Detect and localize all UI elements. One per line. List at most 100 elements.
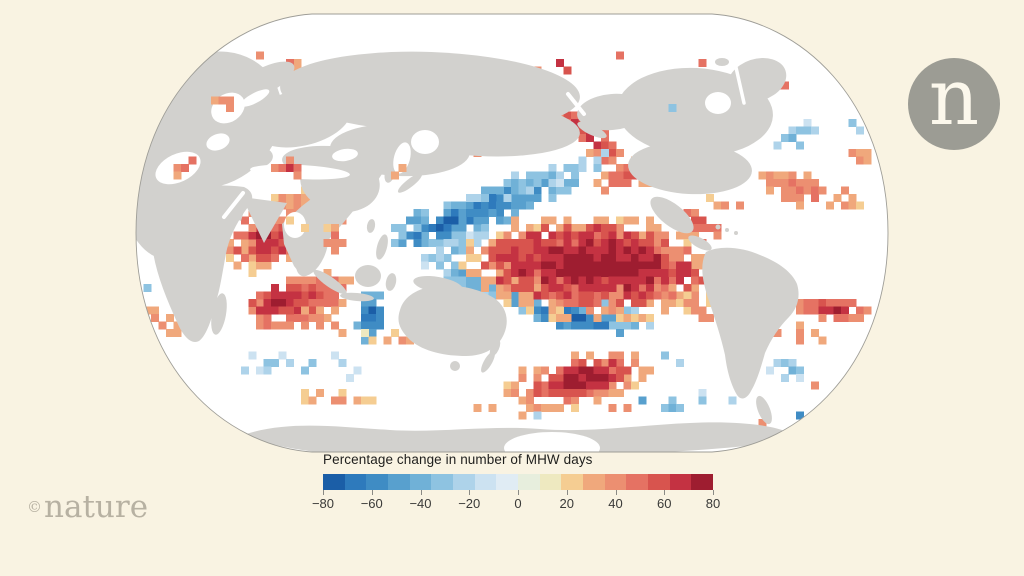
- heatmap-cell: [796, 194, 804, 202]
- heatmap-cell: [256, 246, 264, 255]
- heatmap-cell: [488, 276, 497, 285]
- heatmap-cell: [616, 239, 624, 247]
- heatmap-cell: [623, 216, 632, 225]
- heatmap-cell: [586, 351, 594, 360]
- heatmap-cell: [451, 261, 459, 270]
- heatmap-cell: [593, 396, 602, 405]
- legend-tick-label: 0: [514, 496, 522, 511]
- heatmap-cell: [796, 141, 804, 150]
- heatmap-cell: [691, 284, 699, 292]
- heatmap-cell: [548, 186, 557, 195]
- heatmap-cell: [503, 261, 512, 270]
- heatmap-cell: [548, 291, 557, 300]
- heatmap-cell: [496, 239, 504, 247]
- heatmap-cell: [631, 284, 639, 292]
- heatmap-cell: [308, 291, 317, 300]
- nature-watermark: © nature: [27, 489, 148, 525]
- heatmap-cell: [826, 299, 834, 307]
- heatmap-cell: [578, 164, 587, 172]
- heatmap-cell: [308, 314, 317, 322]
- heatmap-cell: [571, 171, 579, 180]
- heatmap-cell: [683, 284, 692, 292]
- heatmap-cell: [331, 306, 339, 315]
- heatmap-cell: [338, 396, 347, 405]
- heatmap-cell: [623, 314, 632, 322]
- heatmap-cell: [563, 389, 572, 397]
- heatmap-cell: [638, 276, 647, 285]
- heatmap-cell: [668, 404, 677, 412]
- heatmap-cell: [841, 314, 849, 322]
- heatmap-cell: [563, 314, 572, 322]
- sea-bering-strait: [566, 92, 586, 116]
- heatmap-cell: [286, 209, 294, 217]
- heatmap-cell: [796, 306, 804, 315]
- heatmap-cell: [616, 149, 624, 157]
- heatmap-cell: [608, 359, 617, 367]
- heatmap-cell: [601, 126, 609, 135]
- heatmap-cell: [818, 306, 827, 315]
- heatmap-cell: [301, 314, 309, 322]
- heatmap-cell: [623, 254, 632, 262]
- heatmap-cell: [631, 321, 639, 330]
- heatmap-cells-overlay: [173, 96, 677, 255]
- heatmap-cell: [541, 269, 549, 277]
- heatmap-cell: [646, 239, 654, 247]
- heatmap-cell: [646, 284, 654, 292]
- heatmap-cell: [616, 359, 624, 367]
- heatmap-cell: [796, 126, 804, 135]
- heatmap-cell: [796, 411, 804, 420]
- legend-color-segment: [409, 474, 432, 490]
- heatmap-cell: [496, 284, 504, 292]
- heatmap-cell: [541, 366, 549, 375]
- heatmap-cell: [323, 291, 332, 300]
- heatmap-cell: [571, 321, 579, 330]
- heatmap-cell: [481, 276, 489, 285]
- heatmap-cell: [616, 351, 624, 360]
- heatmap-cell: [496, 269, 504, 277]
- heatmap-cell: [286, 291, 294, 300]
- heatmap-cell: [398, 224, 407, 232]
- heatmap-cell: [316, 284, 324, 292]
- heatmap-cell: [466, 231, 474, 240]
- heatmap-cell: [226, 104, 234, 112]
- heatmap-cell: [316, 314, 324, 322]
- heatmap-cell: [593, 224, 602, 232]
- heatmap-cell: [451, 231, 459, 240]
- watermark-word: nature: [44, 489, 149, 525]
- heatmap-cell: [653, 224, 662, 232]
- heatmap-cell: [496, 201, 504, 210]
- heatmap-cell: [698, 396, 707, 405]
- heatmap-cell: [526, 194, 534, 202]
- heatmap-cell: [241, 254, 249, 262]
- heatmap-cell: [541, 254, 549, 262]
- heatmap-cell: [668, 261, 677, 270]
- heatmap-cell: [796, 374, 804, 382]
- heatmap-cell: [293, 299, 302, 307]
- heatmap-cell: [661, 404, 669, 412]
- heatmap-cell: [646, 366, 654, 375]
- heatmap-cell: [841, 306, 849, 315]
- heatmap-cell: [608, 254, 617, 262]
- heatmap-cell: [646, 276, 654, 285]
- heatmap-cell: [511, 389, 519, 397]
- heatmap-cell: [526, 231, 534, 240]
- heatmap-cell: [646, 321, 654, 330]
- nature-logo-letter: n: [928, 53, 980, 143]
- heatmap-cell: [466, 239, 474, 247]
- heatmap-cell: [226, 96, 234, 105]
- heatmap-cell: [811, 126, 819, 135]
- heatmap-cell: [293, 276, 302, 285]
- legend-color-segment: [453, 474, 475, 490]
- heatmap-cell: [586, 231, 594, 240]
- heatmap-cell: [473, 239, 482, 247]
- heatmap-cell: [541, 261, 549, 270]
- heatmap-cell: [503, 389, 512, 397]
- heatmap-cell: [548, 306, 557, 315]
- heatmap-cell: [563, 261, 572, 270]
- heatmap-cell: [376, 314, 384, 322]
- legend-tick: [664, 490, 666, 495]
- heatmap-cell: [338, 276, 347, 285]
- heatmap-cell: [458, 246, 467, 255]
- heatmap-cell: [586, 284, 594, 292]
- heatmap-cell: [608, 366, 617, 375]
